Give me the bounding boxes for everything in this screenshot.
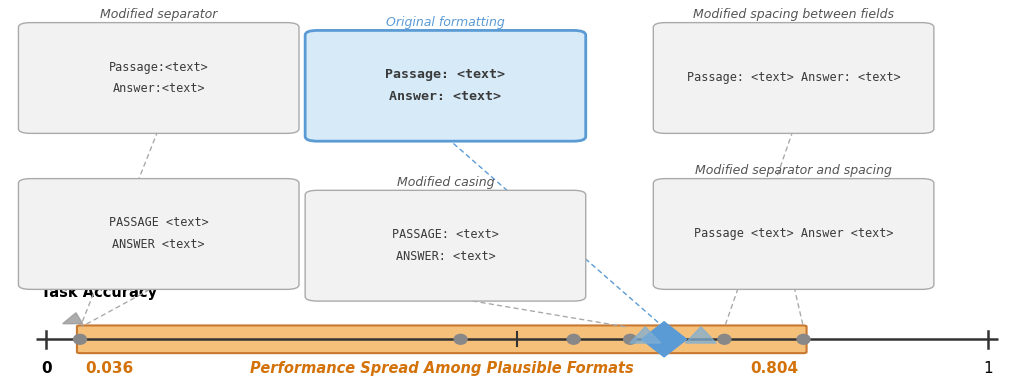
Ellipse shape: [455, 334, 467, 344]
Text: 1: 1: [983, 361, 993, 376]
FancyBboxPatch shape: [305, 190, 586, 301]
Text: Modified separator and spacing: Modified separator and spacing: [695, 165, 892, 177]
Text: Modified spacing between fields: Modified spacing between fields: [693, 9, 894, 21]
Ellipse shape: [718, 334, 731, 344]
Polygon shape: [685, 327, 716, 343]
FancyBboxPatch shape: [77, 325, 807, 353]
FancyBboxPatch shape: [305, 30, 586, 141]
Text: Passage:<text>
Answer:<text>: Passage:<text> Answer:<text>: [109, 60, 209, 96]
Text: Performance Spread Among Plausible Formats: Performance Spread Among Plausible Forma…: [250, 361, 634, 376]
Ellipse shape: [74, 334, 86, 344]
Polygon shape: [62, 313, 83, 324]
FancyBboxPatch shape: [18, 179, 299, 289]
Text: Modified casing: Modified casing: [396, 176, 495, 189]
FancyBboxPatch shape: [653, 179, 934, 289]
Polygon shape: [642, 322, 687, 357]
Text: PASSAGE: <text>
ANSWER: <text>: PASSAGE: <text> ANSWER: <text>: [392, 228, 499, 263]
Text: 0.036: 0.036: [85, 361, 133, 376]
Polygon shape: [630, 327, 660, 343]
Ellipse shape: [567, 334, 580, 344]
Text: 0: 0: [41, 361, 51, 376]
Text: Passage <text> Answer <text>: Passage <text> Answer <text>: [694, 227, 893, 241]
FancyBboxPatch shape: [653, 23, 934, 133]
Text: Passage: <text>
Answer: <text>: Passage: <text> Answer: <text>: [385, 68, 506, 103]
Text: Passage: <text> Answer: <text>: Passage: <text> Answer: <text>: [687, 71, 900, 85]
Text: PASSAGE <text>
ANSWER <text>: PASSAGE <text> ANSWER <text>: [109, 216, 209, 252]
Text: 0.804: 0.804: [751, 361, 799, 376]
Ellipse shape: [797, 334, 810, 344]
Text: Modified separator: Modified separator: [100, 9, 217, 21]
Text: Original formatting: Original formatting: [386, 16, 505, 29]
FancyBboxPatch shape: [18, 23, 299, 133]
Text: Task Accuracy: Task Accuracy: [41, 285, 157, 300]
Ellipse shape: [624, 334, 637, 344]
